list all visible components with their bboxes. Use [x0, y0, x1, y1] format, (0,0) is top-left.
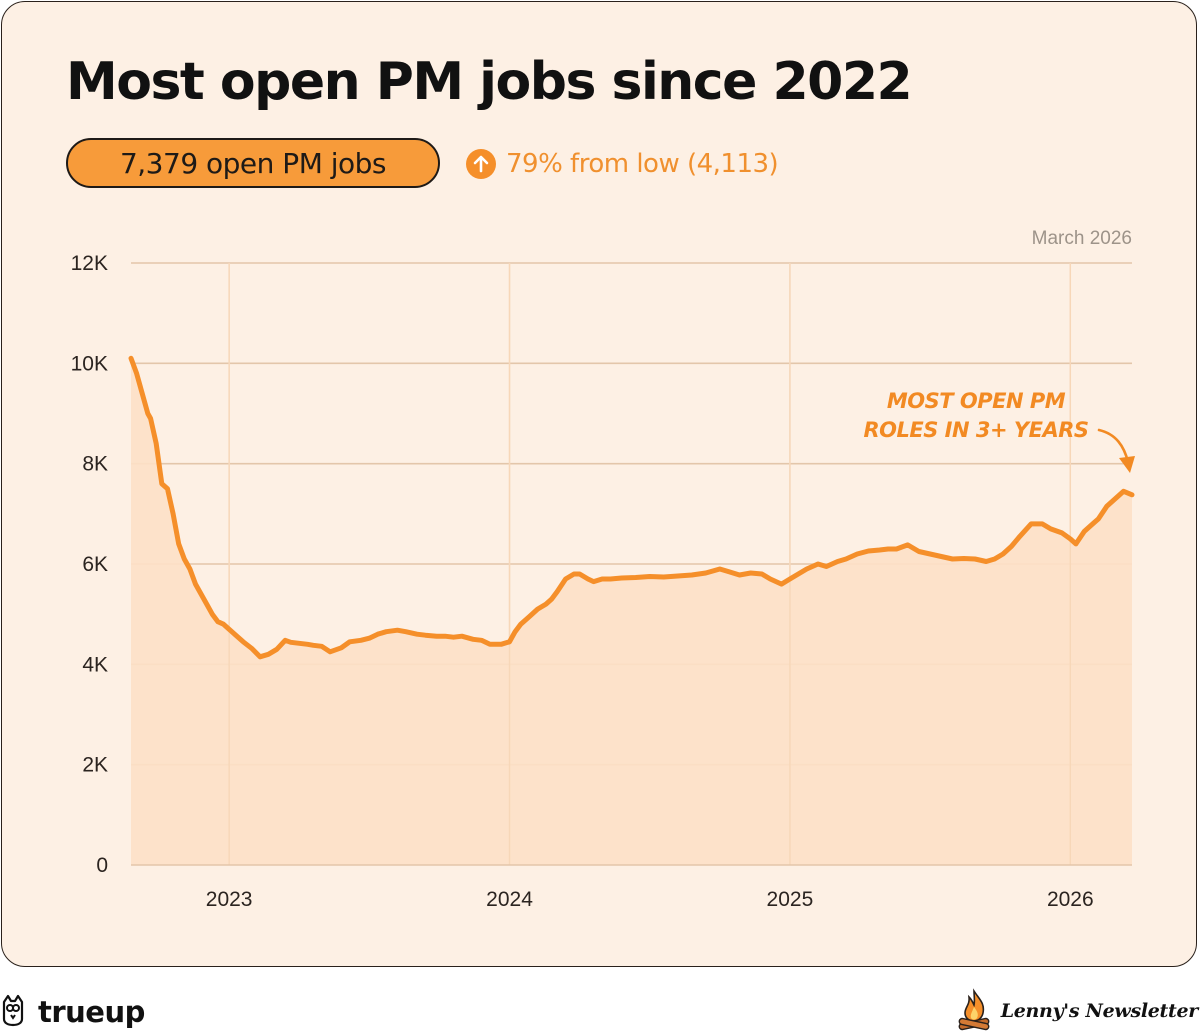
- label-layer: 0 2K 4K 6K 8K 10K 12K 2023 2024 2025 2026: [71, 252, 1094, 911]
- owl-icon: [0, 993, 26, 1032]
- x-tick-label-0: 2023: [206, 888, 253, 911]
- x-tick-label-3: 2026: [1047, 888, 1094, 911]
- y-tick-label-3: 6K: [82, 553, 108, 576]
- y-tick-label-5: 10K: [71, 352, 108, 375]
- lennys-newsletter-logo-text: Lenny's Newsletter: [1000, 1000, 1199, 1022]
- series-line: [128, 355, 1135, 660]
- annotation-arrowhead-icon: [1119, 456, 1135, 473]
- y-tick-label-0: 0: [96, 854, 108, 877]
- campfire-icon: [955, 987, 993, 1036]
- annotation-line-1: MOST OPEN PM: [887, 389, 1066, 413]
- y-tick-label-4: 8K: [82, 453, 108, 476]
- footer-right: Lenny's Newsletter: [955, 987, 1199, 1036]
- annotation-arrow: [1097, 428, 1130, 464]
- open-jobs-count: 7,379 open PM jobs: [119, 146, 387, 180]
- change-text: 79% from low (4,113): [506, 149, 779, 179]
- x-tick-label-2: 2025: [767, 888, 814, 911]
- y-tick-label-6: 12K: [71, 252, 108, 275]
- open-jobs-badge: 7,379 open PM jobs: [66, 138, 440, 188]
- as-of-date: March 2026: [1031, 228, 1132, 249]
- series-layer: [128, 263, 1135, 866]
- change-from-low: 79% from low (4,113): [466, 146, 779, 182]
- y-tick-label-2: 4K: [82, 653, 108, 676]
- arrow-up-icon: [466, 149, 496, 179]
- footer-left: trueup: [0, 990, 145, 1034]
- annotation: MOST OPEN PM ROLES IN 3+ YEARS: [863, 389, 1135, 473]
- x-tick-label-1: 2024: [486, 888, 533, 911]
- series-area: [131, 358, 1132, 865]
- annotation-line-2: ROLES IN 3+ YEARS: [863, 418, 1088, 442]
- y-tick-label-1: 2K: [82, 754, 108, 777]
- chart-title: Most open PM jobs since 2022: [66, 52, 913, 112]
- trueup-logo-text: trueup: [38, 995, 145, 1029]
